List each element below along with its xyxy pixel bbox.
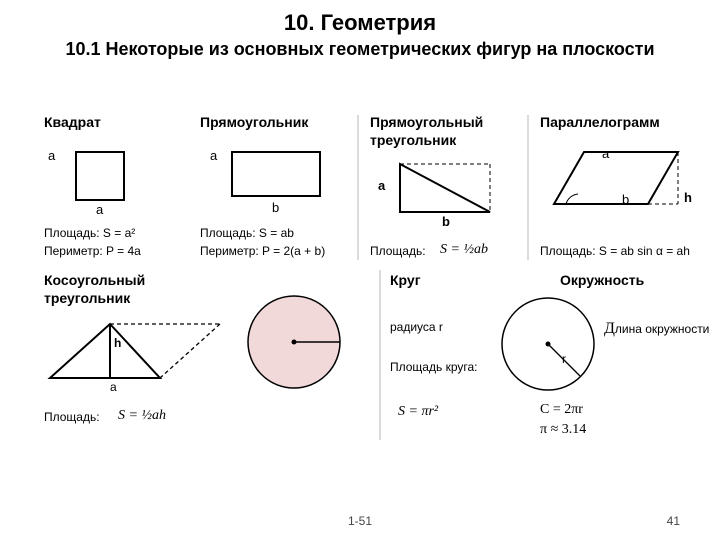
circle-r: r bbox=[562, 352, 566, 366]
square-side-a-bottom: a bbox=[96, 202, 103, 217]
oblique-area-label: Площадь: bbox=[44, 410, 100, 424]
square-figure bbox=[72, 148, 132, 208]
disk-area-label: Площадь круга: bbox=[390, 360, 477, 374]
rectangle-side-b: b bbox=[272, 200, 279, 215]
rectangle-title: Прямоугольник bbox=[200, 114, 308, 130]
right-triangle-figure bbox=[394, 158, 504, 222]
parallelogram-title: Параллелограмм bbox=[540, 114, 660, 130]
oblique-area-formula: S = ½ah bbox=[118, 408, 166, 424]
circle-circumference: Длина окружности bbox=[604, 320, 709, 338]
right-triangle-title-1: Прямоугольный bbox=[370, 114, 483, 130]
footer-page-number: 41 bbox=[667, 514, 680, 528]
oblique-a: a bbox=[110, 380, 117, 394]
right-triangle-side-a: a bbox=[378, 178, 385, 193]
circle-pi: π ≈ 3.14 bbox=[540, 422, 586, 438]
rectangle-area: Площадь: S = ab bbox=[200, 226, 294, 240]
parallelogram-h: h bbox=[684, 190, 692, 205]
page: 10. Геометрия 10.1 Некоторые из основных… bbox=[0, 0, 720, 540]
circle-figure bbox=[488, 292, 608, 402]
right-triangle-side-b: b bbox=[442, 214, 450, 229]
parallelogram-area: Площадь: S = ab sin α = ah bbox=[540, 244, 690, 258]
disk-figure bbox=[236, 290, 356, 410]
square-area: Площадь: S = a² bbox=[44, 226, 135, 240]
footer-page-code: 1-51 bbox=[0, 514, 720, 528]
square-title: Квадрат bbox=[44, 114, 101, 130]
circle-c: C = 2πr bbox=[540, 402, 583, 418]
oblique-title-2: треугольник bbox=[44, 290, 130, 306]
circle-title: Окружность bbox=[560, 272, 644, 288]
parallelogram-b: b bbox=[622, 192, 629, 207]
right-triangle-area-label: Площадь: bbox=[370, 244, 426, 258]
square-side-a-left: a bbox=[48, 148, 55, 163]
rectangle-side-a: a bbox=[210, 148, 217, 163]
disk-title: Круг bbox=[390, 272, 421, 288]
right-triangle-title-2: треугольник bbox=[370, 132, 456, 148]
disk-radius: радиуса r bbox=[390, 320, 443, 334]
parallelogram-a: a bbox=[602, 146, 609, 161]
rectangle-figure bbox=[228, 148, 328, 204]
disk-formula: S = πr² bbox=[398, 404, 438, 420]
right-triangle-area-formula: S = ½ab bbox=[440, 242, 488, 258]
oblique-h: h bbox=[114, 336, 121, 350]
parallelogram-figure bbox=[548, 146, 698, 218]
rectangle-perimeter: Периметр: P = 2(a + b) bbox=[200, 244, 325, 258]
square-perimeter: Периметр: P = 4a bbox=[44, 244, 141, 258]
dividers bbox=[0, 0, 720, 540]
oblique-triangle-figure bbox=[40, 310, 240, 390]
oblique-title-1: Косоугольный bbox=[44, 272, 145, 288]
